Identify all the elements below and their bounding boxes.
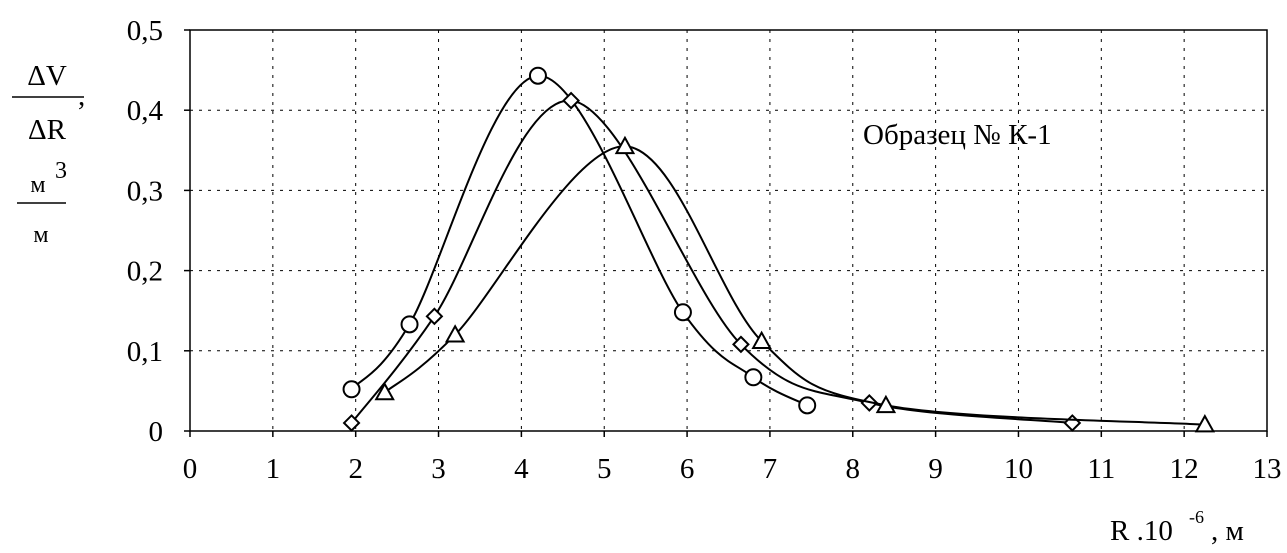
- data-point-diamond: [562, 91, 581, 110]
- x-tick-label: 1: [266, 453, 281, 485]
- chart-annotation: Образец № К-1: [863, 119, 1052, 151]
- data-point-triangle: [374, 381, 395, 401]
- data-point-circle: [673, 303, 692, 322]
- series-circle: [342, 66, 817, 415]
- data-point-diamond: [342, 414, 361, 432]
- y-tick-label: 0,2: [127, 256, 163, 288]
- y-tick-label: 0,5: [127, 15, 163, 47]
- series-triangle: [374, 135, 1216, 433]
- x-tick-label: 10: [1004, 453, 1033, 485]
- x-tick-label: 8: [846, 453, 861, 485]
- y-label-numerator: ΔV: [27, 60, 67, 92]
- data-point-circle: [744, 368, 763, 387]
- x-tick-label: 2: [348, 453, 363, 485]
- x-tick-label: 3: [431, 453, 446, 485]
- data-point-triangle: [614, 135, 636, 155]
- y-axis-label: ΔV , ΔR м 3 м: [12, 60, 85, 248]
- series-line-circle: [350, 74, 808, 407]
- y-label-unit-denominator: м: [33, 222, 48, 248]
- data-point-triangle: [751, 330, 772, 349]
- data-point-diamond: [1063, 414, 1082, 432]
- x-tick-label: 7: [763, 453, 778, 485]
- grid: [190, 29, 1268, 431]
- data-point-triangle: [875, 394, 897, 414]
- x-tick-label: 9: [928, 453, 943, 485]
- data-point-triangle: [444, 324, 466, 343]
- series-line-triangle: [384, 145, 1205, 426]
- data-point-diamond: [732, 335, 750, 354]
- x-tick-label: 5: [597, 453, 612, 485]
- series-layer: [342, 66, 1216, 433]
- x-label-suffix: , м: [1211, 515, 1244, 547]
- x-axis-label: R .10 -6 , м: [1110, 507, 1244, 547]
- data-point-circle: [798, 396, 817, 415]
- axes: [184, 29, 1268, 437]
- x-tick-label: 6: [680, 453, 695, 485]
- y-label-denominator: ΔR: [28, 114, 67, 146]
- data-point-circle: [528, 66, 547, 85]
- x-label-prefix: R .10: [1110, 515, 1173, 547]
- x-tick-label: 0: [183, 453, 198, 485]
- x-label-exponent: -6: [1189, 507, 1204, 527]
- data-point-circle: [342, 380, 361, 399]
- y-label-comma: ,: [78, 80, 85, 112]
- y-tick-label: 0,1: [127, 336, 163, 368]
- data-point-triangle: [1194, 414, 1216, 433]
- y-label-unit-numerator: м: [30, 172, 45, 198]
- x-tick-label: 11: [1087, 453, 1115, 485]
- x-tick-label: 13: [1253, 453, 1282, 485]
- data-point-circle: [400, 315, 419, 334]
- plot-frame: [189, 29, 1268, 432]
- x-tick-label: 12: [1170, 453, 1199, 485]
- x-tick-label: 4: [514, 453, 529, 485]
- y-label-unit-exponent: 3: [55, 158, 67, 184]
- y-tick-label: 0: [149, 416, 164, 448]
- y-tick-label: 0,4: [127, 95, 164, 127]
- data-point-diamond: [425, 307, 444, 326]
- y-tick-label: 0,3: [127, 175, 163, 207]
